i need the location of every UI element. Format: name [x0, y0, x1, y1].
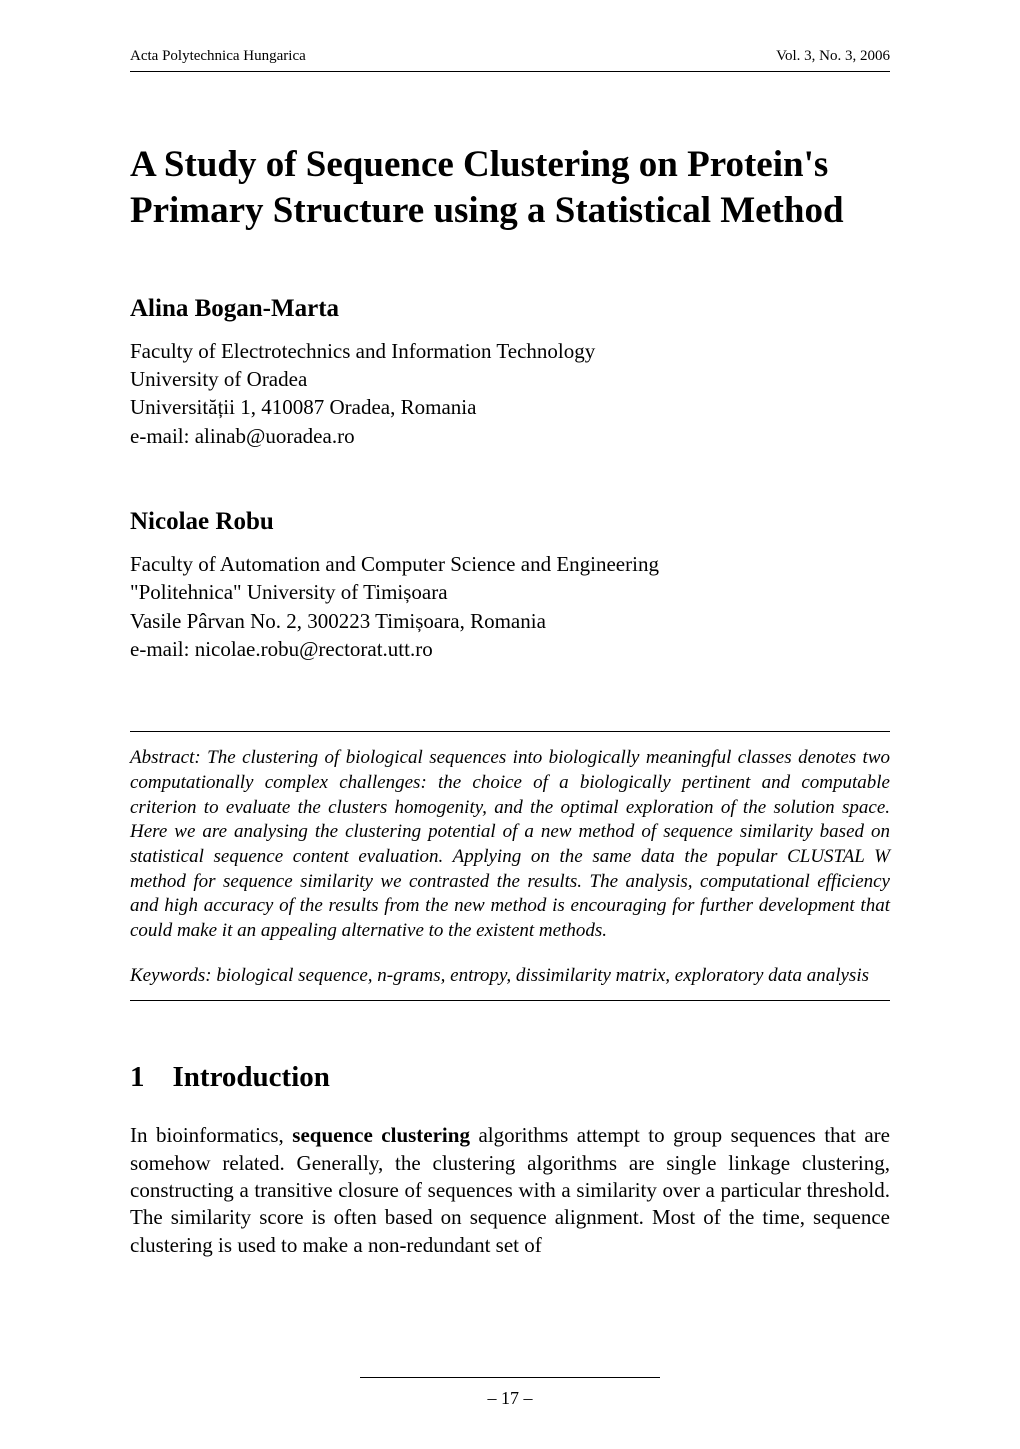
section-heading-1: 1 Introduction	[130, 1061, 890, 1094]
body-paragraph: In bioinformatics, sequence clustering a…	[130, 1122, 890, 1258]
affil-line: Universității 1, 410087 Oradea, Romania	[130, 393, 890, 421]
abstract-label: Abstract:	[130, 747, 201, 768]
footer: – 17 –	[130, 1377, 890, 1409]
footer-rule	[360, 1377, 660, 1378]
page: Acta Polytechnica Hungarica Vol. 3, No. …	[0, 0, 1020, 1449]
abstract-text: Abstract: The clustering of biological s…	[130, 746, 890, 944]
affil-line: Faculty of Electrotechnics and Informati…	[130, 337, 890, 365]
affil-line: University of Oradea	[130, 365, 890, 393]
spacer	[130, 1259, 890, 1337]
affil-line: e-mail: alinab@uoradea.ro	[130, 422, 890, 450]
section-title: Introduction	[173, 1061, 330, 1093]
author-affiliation-1: Faculty of Electrotechnics and Informati…	[130, 337, 890, 450]
page-number: – 17 –	[130, 1388, 890, 1409]
affil-line: Faculty of Automation and Computer Scien…	[130, 550, 890, 578]
author-name-2: Nicolae Robu	[130, 508, 890, 536]
affil-line: "Politehnica" University of Timișoara	[130, 578, 890, 606]
running-head: Acta Polytechnica Hungarica Vol. 3, No. …	[130, 48, 890, 71]
running-head-left: Acta Polytechnica Hungarica	[130, 48, 306, 65]
keywords-text: Keywords: biological sequence, n-grams, …	[130, 964, 890, 989]
abstract-body: The clustering of biological sequences i…	[130, 747, 890, 941]
running-head-right: Vol. 3, No. 3, 2006	[776, 48, 890, 65]
affil-line: e-mail: nicolae.robu@rectorat.utt.ro	[130, 635, 890, 663]
bold-term: sequence clustering	[292, 1123, 470, 1147]
head-rule	[130, 71, 890, 72]
affil-line: Vasile Pârvan No. 2, 300223 Timișoara, R…	[130, 607, 890, 635]
author-affiliation-2: Faculty of Automation and Computer Scien…	[130, 550, 890, 663]
para-prefix: In bioinformatics,	[130, 1123, 292, 1147]
keywords-label: Keywords:	[130, 965, 212, 986]
author-name-1: Alina Bogan-Marta	[130, 295, 890, 323]
paper-title: A Study of Sequence Clustering on Protei…	[130, 142, 890, 235]
abstract-block: Abstract: The clustering of biological s…	[130, 731, 890, 1001]
keywords-body: biological sequence, n-grams, entropy, d…	[216, 965, 869, 986]
section-number: 1	[130, 1061, 145, 1094]
